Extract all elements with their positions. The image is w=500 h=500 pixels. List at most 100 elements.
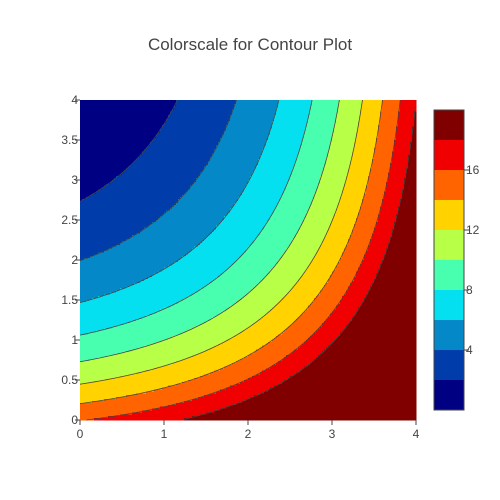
contour-cell — [406, 172, 417, 175]
contour-cell — [236, 301, 279, 305]
contour-cell — [370, 239, 391, 242]
contour-cell — [236, 101, 279, 105]
contour-cell — [272, 364, 309, 368]
contour-cell — [80, 138, 155, 141]
contour-cell — [312, 360, 417, 364]
contour-cell — [158, 271, 225, 274]
contour-cell — [80, 183, 107, 187]
contour-cell — [80, 303, 175, 307]
contour-cell — [360, 206, 381, 210]
contour-cell — [238, 258, 281, 261]
contour-cell — [226, 124, 273, 128]
contour-cell — [80, 159, 137, 162]
contour-cell — [168, 265, 231, 269]
contour-cell — [372, 235, 393, 238]
contour-cell — [150, 141, 219, 145]
contour-cell — [136, 233, 211, 236]
contour-cell — [80, 263, 173, 267]
contour-cell — [80, 288, 121, 292]
contour-cell — [324, 164, 351, 168]
contour-cell — [222, 136, 269, 139]
contour-cell — [392, 155, 409, 158]
contour-cell — [374, 149, 395, 153]
contour-cell — [330, 145, 355, 149]
contour-cell — [216, 227, 265, 231]
contour-cell — [206, 349, 257, 353]
contour-cell — [388, 180, 405, 183]
contour-cell — [160, 406, 227, 410]
contour-cell — [234, 103, 279, 107]
contour-cell — [308, 120, 337, 124]
contour-cell — [298, 229, 329, 233]
contour-cell — [348, 170, 371, 173]
contour-cell — [368, 246, 389, 250]
contour-cell — [288, 181, 321, 185]
contour-cell — [80, 370, 145, 373]
contour-cell — [314, 258, 341, 261]
contour-cell — [122, 240, 203, 244]
contour-cell — [80, 122, 165, 126]
contour-cell — [268, 136, 305, 139]
contour-cell — [120, 242, 201, 246]
contour-cell — [144, 227, 217, 231]
contour-cell — [350, 320, 417, 324]
contour-cell — [382, 200, 401, 204]
contour-cell — [300, 370, 417, 373]
contour-cell — [376, 221, 395, 225]
contour-cell — [256, 166, 295, 170]
contour-cell — [350, 162, 373, 166]
contour-cell — [362, 107, 383, 111]
contour-cell — [80, 412, 133, 415]
contour-cell — [328, 151, 353, 154]
contour-cell — [162, 340, 227, 343]
contour-cell — [186, 191, 243, 194]
contour-cell — [80, 157, 139, 160]
contour-cell — [380, 206, 399, 210]
contour-cell — [80, 153, 143, 156]
contour-cell — [398, 208, 417, 212]
contour-cell — [338, 107, 363, 111]
contour-cell — [176, 360, 237, 364]
contour-cell — [314, 300, 341, 303]
contour-cell — [272, 267, 309, 271]
contour-cell — [224, 216, 271, 219]
contour-cell — [200, 172, 253, 175]
contour-cell — [396, 132, 413, 135]
contour-cell — [296, 157, 327, 160]
contour-cell — [340, 100, 363, 103]
contour-cell — [332, 140, 357, 143]
contour-cell — [278, 103, 313, 107]
contour-cell — [292, 168, 325, 172]
contour-cell — [274, 338, 309, 341]
contour-cell — [122, 172, 201, 175]
contour-cell — [374, 153, 393, 156]
contour-cell — [304, 136, 333, 139]
contour-cell — [160, 216, 225, 219]
contour-cell — [112, 326, 195, 330]
contour-cell — [292, 322, 323, 326]
contour-cell — [80, 341, 157, 345]
contour-cell — [268, 311, 305, 314]
contour-cell — [384, 258, 417, 261]
contour-cell — [308, 305, 337, 309]
contour-cell — [374, 157, 393, 160]
contour-cell — [80, 225, 149, 229]
contour-cell — [378, 269, 417, 273]
contour-cell — [278, 334, 313, 337]
contour-cell — [322, 170, 349, 173]
contour-cell — [116, 397, 199, 400]
contour-cell — [80, 347, 139, 351]
contour-cell — [128, 166, 205, 170]
contour-cell — [184, 193, 243, 196]
contour-cell — [110, 181, 195, 185]
contour-cell — [404, 183, 417, 187]
contour-cell — [200, 414, 417, 417]
contour-cell — [80, 357, 99, 360]
contour-cell — [364, 193, 385, 196]
contour-cell — [80, 265, 169, 269]
contour-cell — [346, 180, 369, 183]
contour-cell — [336, 210, 361, 213]
contour-cell — [326, 233, 353, 236]
contour-cell — [108, 248, 193, 252]
